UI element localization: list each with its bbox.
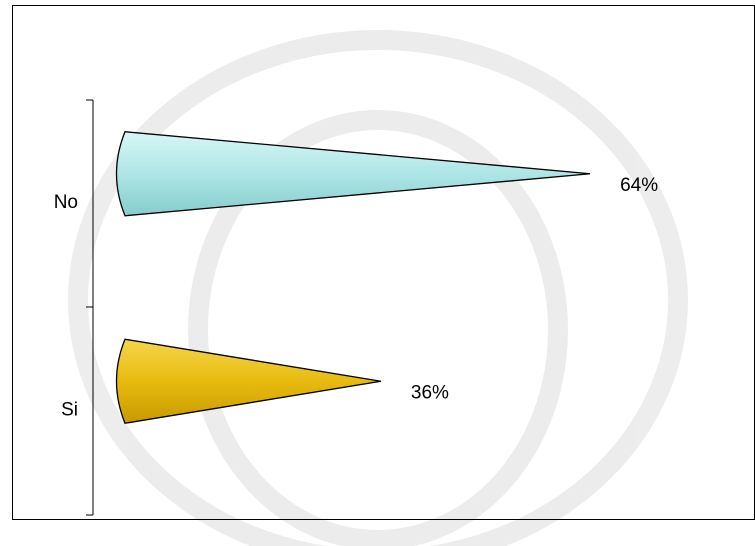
page: No64%Si36% (() => { const data = JSON.pa… [0,0,755,546]
value-label: 36% [411,382,449,403]
watermark [78,40,678,546]
category-label: No [54,192,78,213]
category-label: Si [61,399,78,420]
value-label: 64% [620,175,658,196]
chart: No 64% Si 36% [0,0,755,546]
cone-bar [117,339,381,423]
